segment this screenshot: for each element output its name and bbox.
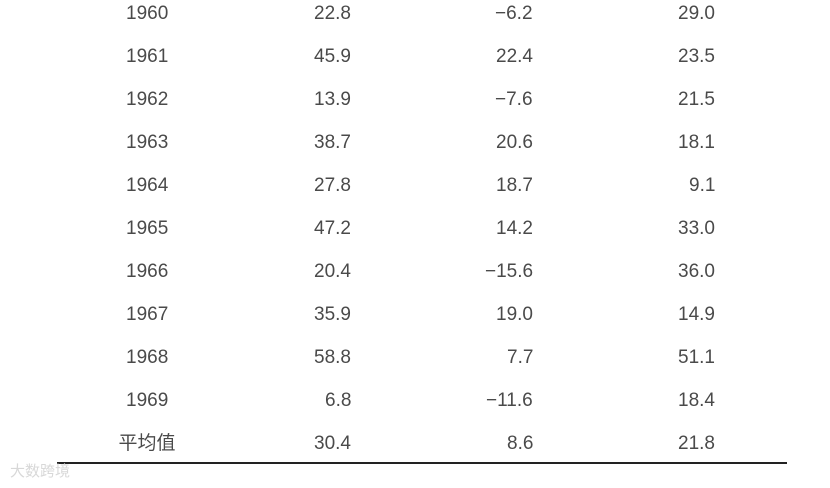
cell-value: −15.6 xyxy=(485,261,534,282)
cell-value: 27.8 xyxy=(314,175,351,196)
bottom-rule xyxy=(57,462,787,464)
cell-value: −7.6 xyxy=(495,89,533,110)
cell-value: 8.6 xyxy=(507,433,534,454)
row-label: 1964 xyxy=(126,175,169,196)
cell-value: 33.0 xyxy=(678,218,715,239)
cell-value: 6.8 xyxy=(325,390,352,411)
row-label: 1968 xyxy=(126,347,169,368)
row-label: 1965 xyxy=(126,218,169,239)
cell-value: 9.1 xyxy=(689,175,716,196)
cell-value: 29.0 xyxy=(678,3,715,24)
cell-value: 38.7 xyxy=(314,132,351,153)
cell-value: 51.1 xyxy=(678,347,715,368)
cell-value: 13.9 xyxy=(314,89,351,110)
cell-value: 14.9 xyxy=(678,304,715,325)
cell-value: 23.5 xyxy=(678,46,715,67)
cell-value: 14.2 xyxy=(496,218,533,239)
cell-value: −11.6 xyxy=(486,390,533,411)
cell-value: 19.0 xyxy=(496,304,533,325)
row-label: 1966 xyxy=(126,261,169,282)
cell-value: 45.9 xyxy=(314,46,351,67)
cell-value: 22.8 xyxy=(314,3,351,24)
cell-value: 20.6 xyxy=(496,132,533,153)
row-label: 1960 xyxy=(126,3,169,24)
cell-value: 36.0 xyxy=(678,261,715,282)
cell-value: 58.8 xyxy=(314,347,351,368)
watermark: 大数跨境 xyxy=(10,463,71,480)
cell-value: 47.2 xyxy=(314,218,351,239)
cell-value: 18.7 xyxy=(496,175,533,196)
row-label: 1962 xyxy=(126,89,169,110)
row-label: 1967 xyxy=(126,304,169,325)
cell-value: 30.4 xyxy=(314,433,351,454)
row-label: 1969 xyxy=(126,390,169,411)
cell-value: 21.5 xyxy=(678,89,715,110)
row-label: 平均值 xyxy=(118,433,176,454)
cell-value: 35.9 xyxy=(314,304,351,325)
row-label: 1961 xyxy=(126,46,169,67)
cell-value: 18.4 xyxy=(678,390,715,411)
cell-value: 21.8 xyxy=(678,433,715,454)
cell-value: 18.1 xyxy=(678,132,715,153)
cell-value: −6.2 xyxy=(495,3,533,24)
cell-value: 22.4 xyxy=(496,46,533,67)
row-label: 1963 xyxy=(126,132,169,153)
cell-value: 20.4 xyxy=(314,261,351,282)
cell-value: 7.7 xyxy=(507,347,534,368)
